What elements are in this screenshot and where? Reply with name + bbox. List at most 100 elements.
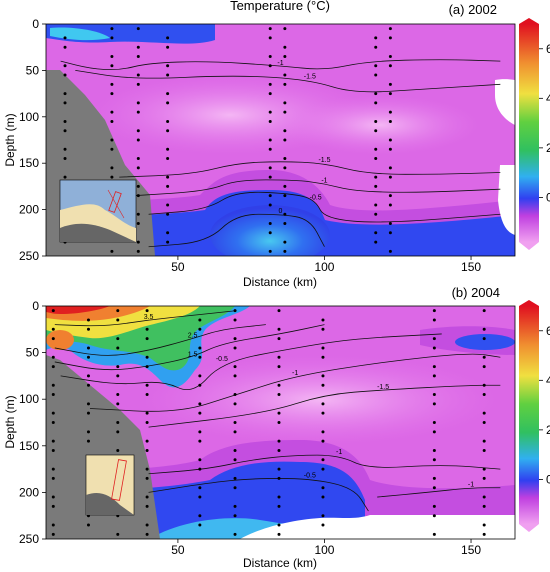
panel-a-station-sample [166,45,170,49]
panel-b-station-sample [233,421,237,424]
panel-a-station-sample [268,82,272,86]
panel-a-station-sample [43,250,46,253]
panel-b-station-sample [432,430,436,434]
panel-a-station-sample [136,249,140,253]
panel-b-station-sample [277,355,281,359]
panel-a-station-sample [268,64,272,68]
panel-b-contour-line [54,324,325,371]
panel-a-station-sample [283,222,287,226]
panel-a-station-sample [136,194,140,198]
panel-a-ytick-label: 250 [19,249,39,263]
panel-a-station-sample [166,36,170,40]
panel-a-station-sample [268,27,272,31]
panel-b-xtick-label: 50 [171,543,185,557]
panel-a-station-sample [283,212,287,216]
panel-a-station-sample [63,92,67,96]
panel-b-station-sample [277,327,281,331]
panel-b-station-sample [86,346,90,350]
panel-b-station-sample [86,402,90,406]
panel-b-xlabel: Distance (km) [243,556,317,570]
panel-a-station-sample [374,73,378,77]
panel-b-field: 3.5 2.5 1.5 -0.5 -1 -1.5 -1 -0.5 -1 [46,306,515,539]
panel-a-light-core-2 [280,95,480,155]
panel-a-station-sample [166,129,170,133]
panel-a-station-sample [166,231,170,235]
panel-b-xtick-label: 100 [314,543,334,557]
panel-b-station-sample [198,495,202,499]
panel-a-ytick-label: 150 [19,156,39,170]
panel-b-station-sample [482,411,486,415]
panel-a-station-sample [110,54,114,58]
panel-b-station-sample [482,439,486,443]
panel-b-axes: 50 100 150 0 50 100 150 200 250 [19,299,481,557]
panel-b-ytick-label: 200 [19,485,39,499]
panel-b-station-sample [277,337,281,341]
panel-b-station-sample [51,327,55,331]
panel-b-station-sample [51,476,55,480]
panel-b-station-sample [145,383,149,387]
panel-b-station-sample [432,309,436,313]
panel-a-station-sample [43,55,46,58]
panel-a-contour-label: -1.5 [318,157,330,164]
panel-a-colorbar-tick-label: 0 [546,190,550,204]
panel-a-station-sample [166,147,170,151]
panel-b-station-sample [198,355,202,359]
panel-b-station-sample [321,467,325,471]
panel-a-station-sample [283,27,287,31]
panel-b-contour-line [148,384,501,428]
panel-b-station-sample [321,523,325,527]
panel-b-station-sample [233,402,237,406]
panel-a-station-sample [268,54,272,58]
panel-b-station-sample [482,495,486,499]
panel-a-station-sample [268,110,272,114]
panel-a-station-sample [43,74,46,77]
panel-a-ytick-label: 0 [32,17,39,31]
panel-b-station-sample [233,448,237,452]
panel-a-xlabel: Distance (km) [243,275,317,289]
panel-b-warm-eddy [46,330,74,350]
panel-b-station-sample [233,337,237,341]
panel-b-station-sample [116,309,120,313]
panel-a-station-sample [110,64,114,68]
panel-b-contour-line [377,487,501,498]
panel-b-contour-label: -1.5 [377,384,389,391]
panel-b-station-sample [233,309,237,313]
panel-a-ylabel: Depth (m) [3,113,17,166]
panel-a-contour-line [148,191,501,223]
panel-a-station-sample [110,175,114,179]
panel-a-contour-label: 0 [279,208,283,215]
panel-a-station-sample [283,249,287,253]
panel-b-station-sample [51,495,55,499]
panel-b-station-sample [233,458,237,462]
panel-a-station-sample [283,54,287,58]
panel-b-station-sample [482,383,486,387]
panel-a-station-sample [374,203,378,207]
panel-b-station-sample [51,309,55,313]
panel-a-colorbar-tick-label: 2 [546,141,550,155]
panel-b-station-sample [233,318,237,322]
panel-a-station-sample [43,46,46,49]
panel-a-station-sample [136,138,140,142]
panel-a-station-sample [166,175,170,179]
panel-b-contour-line [148,478,369,512]
panel-a-station-sample [388,147,392,151]
panel-b-station-sample [277,393,281,397]
panel-b-station-sample [51,523,55,527]
panel-b-station-sample [145,411,149,415]
panel-a-station-sample [374,175,378,179]
panel-a-station-sample [43,185,46,188]
panel-a-ytick-label: 100 [19,110,39,124]
panel-b-contour-line [60,333,442,390]
panel-a-station-sample [283,110,287,114]
panel-b-station-sample [116,318,120,322]
panel-a-contour-line [148,213,325,248]
panel-a-xtick-label: 150 [461,260,481,274]
panel-b-ytick-label: 0 [32,299,39,313]
panel-a-station-sample [63,101,67,105]
panel-a-station-sample [374,212,378,216]
panel-a-contour-line [133,179,501,197]
panel-a-station-sample [283,45,287,49]
panel-a-station-sample [268,36,272,40]
panel-b-station-sample [482,421,486,424]
